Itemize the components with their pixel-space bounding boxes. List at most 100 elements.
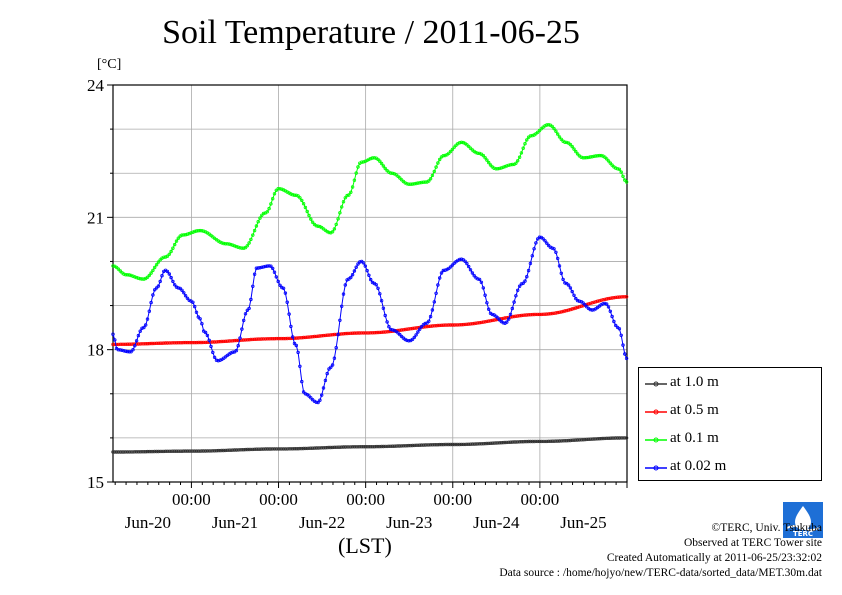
- data-point: [145, 317, 150, 321]
- data-point: [143, 450, 148, 454]
- data-point: [436, 283, 440, 287]
- data-point: [267, 264, 271, 268]
- data-point: [118, 348, 122, 352]
- data-point: [241, 246, 246, 250]
- data-point: [554, 439, 558, 443]
- data-point: [507, 440, 511, 444]
- data-point: [172, 341, 177, 345]
- data-point: [407, 327, 411, 331]
- data-point: [505, 440, 509, 445]
- data-point: [521, 146, 525, 150]
- data-point: [365, 445, 369, 449]
- data-point: [425, 443, 429, 447]
- data-point: [605, 436, 609, 440]
- data-point: [338, 211, 342, 215]
- data-point: [381, 164, 386, 168]
- data-point: [149, 449, 153, 454]
- data-point: [149, 300, 153, 305]
- data-point: [138, 342, 142, 346]
- data-point: [399, 178, 404, 182]
- data-point: [267, 447, 271, 451]
- data-point: [595, 154, 600, 158]
- data-point: [550, 124, 554, 129]
- data-point: [236, 448, 240, 452]
- data-point: [272, 447, 277, 451]
- data-point: [243, 312, 248, 316]
- data-point: [621, 436, 625, 440]
- data-point: [122, 342, 126, 346]
- data-point: [526, 439, 531, 444]
- data-point: [512, 300, 516, 304]
- data-point: [182, 233, 186, 237]
- data-point: [592, 437, 596, 441]
- data-point: [316, 334, 320, 338]
- data-point: [336, 332, 340, 337]
- data-point: [565, 308, 569, 313]
- data-point: [360, 331, 364, 335]
- data-point: [127, 350, 131, 354]
- data-point: [459, 442, 464, 447]
- data-point: [198, 340, 202, 345]
- data-point: [409, 182, 413, 186]
- data-point: [369, 331, 373, 335]
- legend-label: at 0.02 m: [670, 458, 727, 474]
- legend-item: at 0.1 m: [645, 430, 815, 450]
- data-point: [581, 438, 585, 442]
- data-point: [347, 193, 351, 197]
- data-point: [254, 337, 259, 341]
- data-point: [361, 445, 366, 449]
- data-point: [318, 446, 322, 450]
- data-point: [336, 445, 340, 449]
- data-point: [481, 442, 485, 446]
- data-point: [183, 232, 188, 237]
- data-point: [530, 439, 534, 444]
- data-point: [514, 161, 518, 165]
- data-point: [232, 448, 237, 452]
- data-point: [548, 439, 553, 443]
- data-point: [361, 160, 366, 164]
- data-point: [183, 449, 188, 453]
- data-point: [476, 442, 480, 446]
- data-point: [459, 323, 464, 327]
- data-point: [241, 318, 246, 323]
- data-point: [485, 301, 489, 305]
- data-point: [474, 321, 478, 325]
- data-point: [180, 449, 184, 453]
- data-point: [530, 312, 534, 317]
- data-point: [467, 264, 471, 269]
- data-point: [537, 312, 542, 317]
- data-point: [510, 315, 514, 319]
- data-point: [269, 447, 273, 451]
- data-point: [251, 337, 255, 342]
- data-point: [367, 331, 371, 335]
- data-point: [525, 275, 529, 279]
- data-point: [185, 340, 190, 345]
- data-point: [432, 169, 436, 174]
- data-point: [561, 309, 565, 314]
- data-point: [249, 297, 253, 302]
- data-point: [229, 448, 233, 452]
- series-line: [112, 236, 628, 404]
- data-point: [243, 447, 248, 452]
- data-point: [176, 236, 180, 240]
- data-point: [151, 293, 155, 297]
- data-point: [134, 339, 139, 343]
- data-point: [483, 320, 487, 324]
- data-point: [508, 163, 513, 167]
- data-point: [614, 436, 618, 440]
- data-point: [536, 130, 540, 134]
- data-point: [365, 331, 369, 335]
- data-point: [570, 289, 574, 294]
- data-point: [167, 272, 171, 276]
- data-point: [178, 449, 182, 453]
- data-point: [169, 275, 173, 280]
- data-point: [461, 322, 465, 327]
- data-point: [494, 314, 498, 318]
- data-point: [594, 437, 598, 441]
- data-point: [192, 229, 197, 234]
- x-date-label: Jun-20: [125, 513, 171, 532]
- data-point: [301, 390, 306, 394]
- chart-title: Soil Temperature / 2011-06-25: [162, 14, 580, 51]
- data-point: [624, 180, 629, 184]
- data-point: [595, 299, 600, 303]
